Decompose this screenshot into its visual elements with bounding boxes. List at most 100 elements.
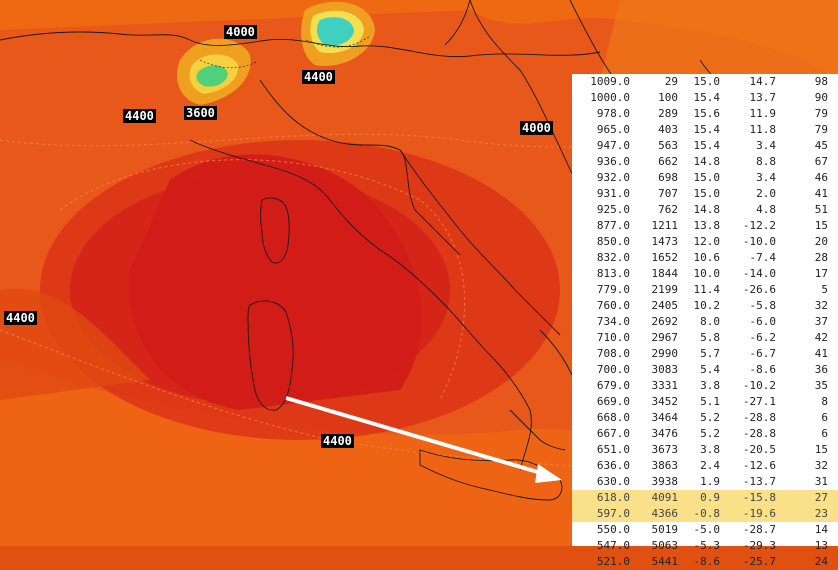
sounding-table: 1009.0 29 15.0 14.7 98 1000.0 100 15.4 13.7 90 978…: [572, 74, 838, 568]
sounding-cell-dewpoint_c: 2.0: [756, 187, 776, 200]
sounding-cell-dewpoint_c: -12.6: [742, 459, 776, 472]
sounding-row: 521.0 5441 -8.6 -25.7 24: [572, 554, 838, 570]
sounding-cell-height_m: 2199: [651, 283, 679, 296]
sounding-cell-height_m: 289: [658, 107, 678, 120]
sounding-cell-pressure_hpa: 669.0: [596, 395, 630, 408]
sounding-cell-height_m: 2967: [651, 331, 679, 344]
sounding-cell-height_m: 698: [658, 171, 678, 184]
sounding-cell-relative_humidity_pct: 42: [814, 331, 828, 344]
sounding-cell-height_m: 403: [658, 123, 678, 136]
sounding-cell-temperature_c: 3.8: [700, 443, 720, 456]
sounding-cell-temperature_c: 15.0: [693, 171, 721, 184]
sounding-cell-dewpoint_c: -27.1: [742, 395, 776, 408]
sounding-cell-pressure_hpa: 651.0: [596, 443, 630, 456]
contour-label: 4000: [224, 25, 257, 39]
sounding-cell-dewpoint_c: -6.2: [749, 331, 777, 344]
sounding-cell-pressure_hpa: 932.0: [596, 171, 630, 184]
contour-label: 4400: [123, 109, 156, 123]
sounding-cell-height_m: 3452: [651, 395, 679, 408]
sounding-cell-dewpoint_c: 3.4: [756, 139, 776, 152]
sounding-cell-pressure_hpa: 936.0: [596, 155, 630, 168]
sounding-cell-relative_humidity_pct: 27: [814, 491, 828, 504]
sounding-cell-relative_humidity_pct: 6: [821, 411, 828, 424]
sounding-cell-pressure_hpa: 947.0: [596, 139, 630, 152]
sounding-cell-temperature_c: -8.6: [693, 555, 721, 568]
sounding-cell-height_m: 1211: [651, 219, 679, 232]
sounding-cell-pressure_hpa: 630.0: [596, 475, 630, 488]
sounding-cell-temperature_c: 14.8: [693, 203, 721, 216]
sounding-cell-dewpoint_c: -19.6: [742, 507, 776, 520]
contour-label: 3600: [184, 106, 217, 120]
sounding-row: 947.0 563 15.4 3.4 45: [572, 138, 838, 154]
sounding-cell-relative_humidity_pct: 15: [814, 219, 828, 232]
sounding-cell-pressure_hpa: 813.0: [596, 267, 630, 280]
sounding-row: 925.0 762 14.8 4.8 51: [572, 202, 838, 218]
sounding-cell-temperature_c: 10.0: [693, 267, 721, 280]
sounding-cell-height_m: 4366: [651, 507, 679, 520]
sounding-cell-relative_humidity_pct: 51: [814, 203, 828, 216]
sounding-cell-dewpoint_c: -6.7: [749, 347, 777, 360]
sounding-cell-temperature_c: 2.4: [700, 459, 720, 472]
sounding-cell-pressure_hpa: 667.0: [596, 427, 630, 440]
sounding-cell-pressure_hpa: 679.0: [596, 379, 630, 392]
sounding-cell-height_m: 563: [658, 139, 678, 152]
sounding-cell-height_m: 707: [658, 187, 678, 200]
sounding-cell-dewpoint_c: -28.7: [742, 523, 776, 536]
sounding-row: 850.0 1473 12.0 -10.0 20: [572, 234, 838, 250]
sounding-cell-relative_humidity_pct: 6: [821, 427, 828, 440]
sounding-cell-relative_humidity_pct: 46: [814, 171, 828, 184]
sounding-cell-height_m: 4091: [651, 491, 679, 504]
sounding-cell-relative_humidity_pct: 28: [814, 251, 828, 264]
sounding-cell-dewpoint_c: -12.2: [742, 219, 776, 232]
sounding-cell-dewpoint_c: -14.0: [742, 267, 776, 280]
sounding-cell-height_m: 2692: [651, 315, 679, 328]
sounding-cell-pressure_hpa: 832.0: [596, 251, 630, 264]
sounding-cell-height_m: 100: [658, 91, 678, 104]
sounding-cell-relative_humidity_pct: 31: [814, 475, 828, 488]
sounding-cell-pressure_hpa: 550.0: [596, 523, 630, 536]
sounding-cell-dewpoint_c: 13.7: [749, 91, 777, 104]
sounding-row: 679.0 3331 3.8 -10.2 35: [572, 378, 838, 394]
sounding-cell-relative_humidity_pct: 20: [814, 235, 828, 248]
sounding-cell-pressure_hpa: 978.0: [596, 107, 630, 120]
sounding-cell-pressure_hpa: 734.0: [596, 315, 630, 328]
sounding-cell-dewpoint_c: 4.8: [756, 203, 776, 216]
sounding-cell-temperature_c: 12.0: [693, 235, 721, 248]
sounding-cell-pressure_hpa: 618.0: [596, 491, 630, 504]
sounding-cell-height_m: 3083: [651, 363, 679, 376]
sounding-row: 710.0 2967 5.8 -6.2 42: [572, 330, 838, 346]
sounding-cell-pressure_hpa: 636.0: [596, 459, 630, 472]
sounding-row: 734.0 2692 8.0 -6.0 37: [572, 314, 838, 330]
sounding-row: 550.0 5019 -5.0 -28.7 14: [572, 522, 838, 538]
sounding-cell-pressure_hpa: 710.0: [596, 331, 630, 344]
sounding-cell-dewpoint_c: -15.8: [742, 491, 776, 504]
sounding-cell-pressure_hpa: 708.0: [596, 347, 630, 360]
sounding-cell-dewpoint_c: -29.3: [742, 539, 776, 552]
sounding-cell-dewpoint_c: -25.7: [742, 555, 776, 568]
sounding-cell-temperature_c: 15.4: [693, 91, 721, 104]
sounding-cell-dewpoint_c: 3.4: [756, 171, 776, 184]
sounding-cell-pressure_hpa: 700.0: [596, 363, 630, 376]
sounding-cell-pressure_hpa: 965.0: [596, 123, 630, 136]
sounding-cell-relative_humidity_pct: 79: [814, 107, 828, 120]
sounding-cell-relative_humidity_pct: 5: [821, 283, 828, 296]
sounding-cell-pressure_hpa: 877.0: [596, 219, 630, 232]
sounding-cell-height_m: 29: [664, 75, 678, 88]
sounding-cell-relative_humidity_pct: 15: [814, 443, 828, 456]
sounding-row: 936.0 662 14.8 8.8 67: [572, 154, 838, 170]
contour-label: 4000: [520, 121, 553, 135]
sounding-row: 931.0 707 15.0 2.0 41: [572, 186, 838, 202]
sounding-row: 630.0 3938 1.9 -13.7 31: [572, 474, 838, 490]
contour-label: 4400: [4, 311, 37, 325]
sounding-cell-temperature_c: 15.6: [693, 107, 721, 120]
sounding-cell-height_m: 3863: [651, 459, 679, 472]
sounding-cell-temperature_c: 5.2: [700, 411, 720, 424]
sounding-row: 1009.0 29 15.0 14.7 98: [572, 74, 838, 90]
sounding-cell-height_m: 1473: [651, 235, 679, 248]
sounding-cell-dewpoint_c: -28.8: [742, 411, 776, 424]
sounding-cell-relative_humidity_pct: 35: [814, 379, 828, 392]
sounding-cell-dewpoint_c: -6.0: [749, 315, 777, 328]
sounding-cell-height_m: 3464: [651, 411, 679, 424]
sounding-cell-temperature_c: 10.2: [693, 299, 721, 312]
sounding-row: 978.0 289 15.6 11.9 79: [572, 106, 838, 122]
